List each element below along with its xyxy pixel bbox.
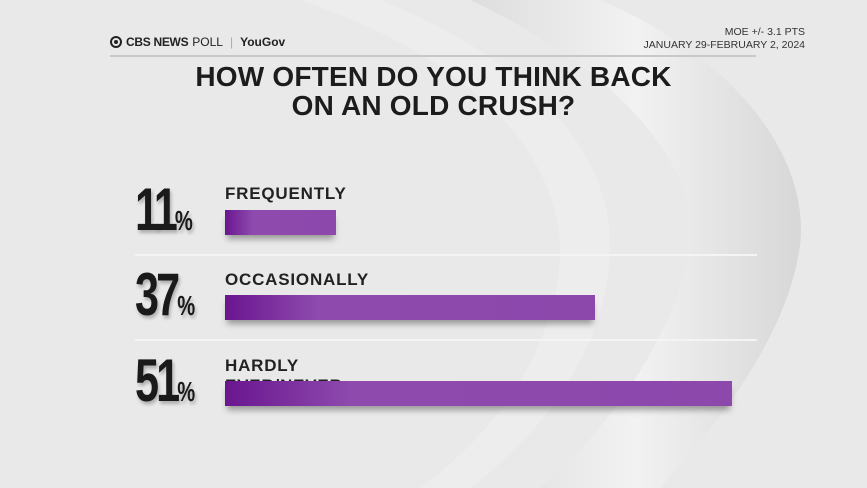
percent-value: 37%: [135, 261, 196, 328]
title-line-1: HOW OFTEN DO YOU THINK BACK: [195, 61, 672, 92]
bar-frequently: [225, 210, 336, 235]
bar-hardly-ever-never: [225, 381, 732, 406]
cbs-eye-icon: [110, 36, 122, 48]
poll-dates: JANUARY 29-FEBRUARY 2, 2024: [643, 39, 805, 51]
bar-occasionally: [225, 295, 595, 320]
header-divider: [110, 55, 756, 57]
margin-of-error: MOE +/- 3.1 PTS: [724, 26, 805, 38]
category-label: FREQUENTLY: [225, 184, 347, 203]
title-line-2: ON AN OLD CRUSH?: [291, 90, 576, 121]
percent-value: 11%: [135, 176, 193, 243]
percent-value: 51%: [135, 347, 196, 414]
poll-meta: MOE +/- 3.1 PTS JANUARY 29-FEBRUARY 2, 2…: [644, 26, 805, 52]
poll-branding: CBS NEWS POLL | YouGov: [110, 35, 285, 49]
brand-name: CBS NEWS: [126, 35, 189, 49]
row-divider: [135, 339, 757, 341]
partner-name: YouGov: [240, 35, 286, 49]
row-divider: [135, 254, 757, 256]
separator: |: [229, 35, 234, 49]
category-label: OCCASIONALLY: [225, 270, 370, 289]
poll-label: POLL: [192, 35, 223, 49]
chart-title: HOW OFTEN DO YOU THINK BACK ON AN OLD CR…: [100, 62, 767, 120]
